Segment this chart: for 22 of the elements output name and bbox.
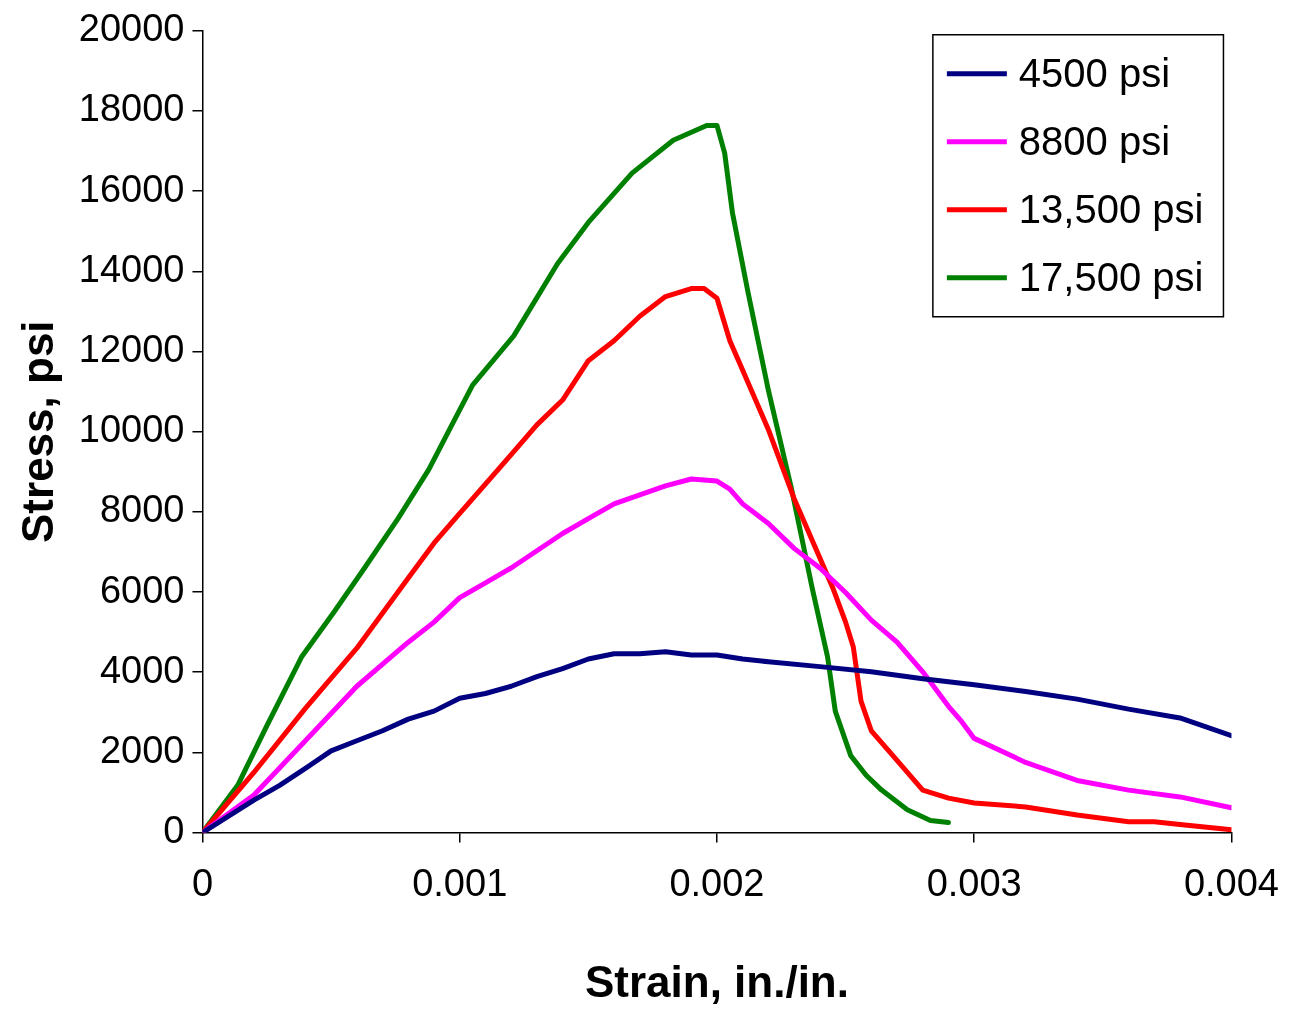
y-tick-label: 8000 [99, 488, 185, 531]
x-axis-title: Strain, in./in. [584, 956, 849, 1006]
y-tick-label: 0 [163, 809, 185, 852]
y-tick-label: 18000 [78, 87, 185, 130]
legend-label: 17,500 psi [1018, 254, 1204, 299]
legend-label: 13,500 psi [1018, 186, 1204, 231]
legend-label: 8800 psi [1018, 118, 1171, 163]
x-tick-label: 0.001 [412, 861, 508, 904]
legend-label: 4500 psi [1018, 50, 1171, 95]
x-tick-label: 0.003 [926, 861, 1022, 904]
x-tick-label: 0.004 [1183, 861, 1279, 904]
y-tick-label: 16000 [78, 167, 185, 210]
y-axis-title: Stress, psi [12, 320, 62, 543]
y-tick-label: 6000 [99, 568, 185, 611]
x-tick-label: 0.002 [669, 861, 765, 904]
y-tick-label: 10000 [78, 408, 185, 451]
y-tick-label: 2000 [99, 728, 185, 771]
y-tick-label: 20000 [78, 7, 185, 50]
x-tick-label: 0 [191, 861, 214, 904]
y-tick-label: 12000 [78, 328, 185, 370]
y-tick-label: 4000 [99, 648, 185, 691]
y-tick-label: 14000 [78, 247, 185, 290]
